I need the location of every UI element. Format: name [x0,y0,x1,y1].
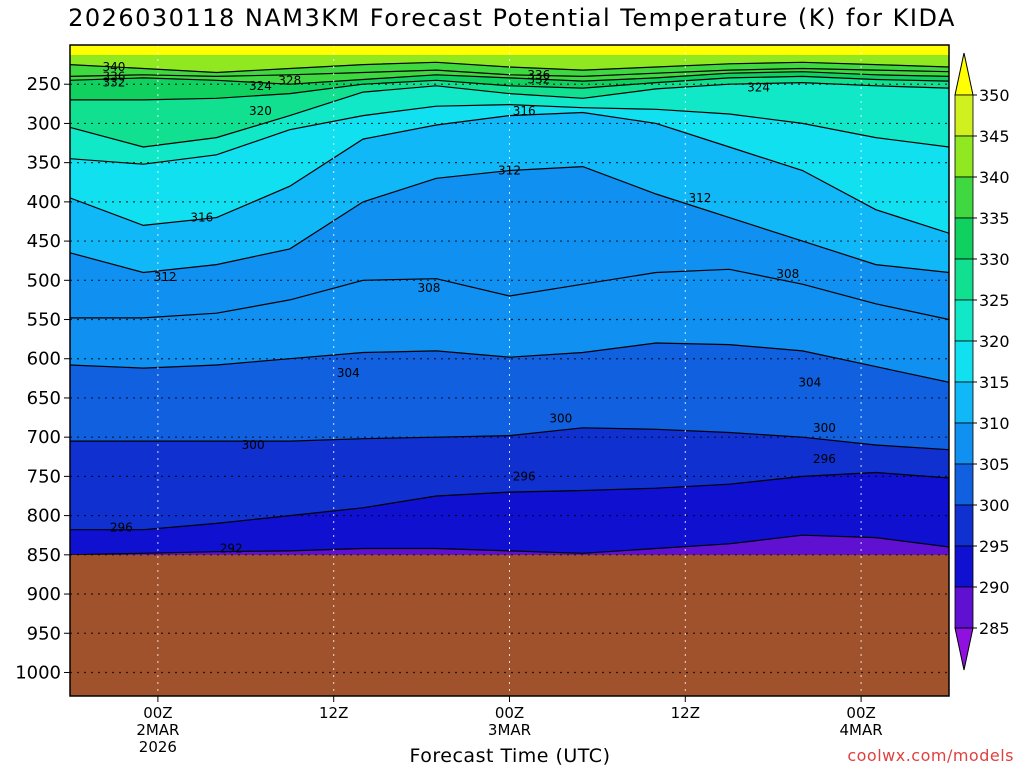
contour-label-300: 300 [242,438,265,452]
y-tick-label: 550 [27,310,61,331]
contour-label-304: 304 [337,366,360,380]
y-tick-label: 500 [27,270,61,291]
contour-label-308: 308 [417,281,440,295]
y-tick-label: 750 [27,466,61,487]
colorbar-segment [954,217,974,260]
colorbar: 350 345 340 335 330 325 320 315 310 305 300 295 290 2… [954,52,1010,671]
contour-label-328: 328 [278,73,301,87]
y-tick-label: 800 [27,506,61,527]
y-tick-label: 450 [27,231,61,252]
colorbar-tick-label: 350 [979,86,1010,105]
isentrope-312 [70,165,949,274]
y-tick-label: 600 [27,349,61,370]
isentrope-304 [70,342,949,383]
y-tick-label: 250 [27,74,61,95]
x-tick-label: 4MAR [840,721,883,739]
contour-label-304: 304 [798,375,821,389]
contour-label-316: 316 [513,104,536,118]
colorbar-tick-label: 325 [979,291,1010,310]
chart-title: 2026030118 NAM3KM Forecast Potential Tem… [68,4,956,32]
y-tick-label: 700 [27,427,61,448]
contour-label-308: 308 [776,267,799,281]
colorbar-tick-label: 340 [979,168,1010,187]
colorbar-tick-label: 305 [979,455,1010,474]
colorbar-tick-label: 330 [979,250,1010,269]
colorbar-segment [954,381,974,424]
colorbar-segment [954,463,974,506]
y-tick-label: 1000 [15,662,61,683]
contour-label-300: 300 [813,421,836,435]
colorbar-segment [954,176,974,219]
colorbar-segment [954,504,974,547]
contour-label-332: 332 [102,76,125,90]
isentrope-308 [70,268,949,321]
colorbar-tick-label: 285 [979,619,1010,638]
y-tick-label: 950 [27,623,61,644]
y-tick-label: 900 [27,584,61,605]
x-tick-label: 00Z [846,704,875,722]
credit-link[interactable]: coolwx.com/models [847,746,1014,765]
colorbar-tick-label: 290 [979,578,1010,597]
contour-label-312: 312 [498,163,521,177]
contour-label-336: 336 [102,69,125,83]
colorbar-tick-label: 335 [979,209,1010,228]
x-tick-label: 3MAR [488,721,531,739]
y-tick-label: 400 [27,192,61,213]
contour-label-336: 336 [527,68,550,82]
contour-label-292: 292 [220,542,243,556]
colorbar-tick-label: 300 [979,496,1010,515]
colorbar-segment [954,135,974,178]
contour-label-312: 312 [688,191,711,205]
contour-label-312: 312 [154,270,177,284]
y-tick-label: 850 [27,545,61,566]
colorbar-tick-label: 315 [979,373,1010,392]
x-tick-label: 12Z [319,704,348,722]
ground-fill [70,554,949,696]
contour-label-296: 296 [110,520,133,534]
colorbar-top-arrow [954,52,974,96]
colorbar-tick-label: 295 [979,537,1010,556]
x-tick-label: 00Z [495,704,524,722]
colorbar-tick-label: 310 [979,414,1010,433]
contour-label-296: 296 [813,452,836,466]
contour-label-320: 320 [249,104,272,118]
contour-label-340: 340 [102,60,125,74]
isentrope-324 [70,81,949,148]
colorbar-segment [954,586,974,629]
colorbar-segment [954,94,974,137]
contour-label-300: 300 [549,411,572,425]
isentrope-296 [70,471,949,531]
colorbar-tick-label: 345 [979,127,1010,146]
isentrope-328 [70,75,949,101]
y-tick-label: 650 [27,388,61,409]
contour-label-316: 316 [190,211,213,225]
colorbar-bottom-arrow [954,627,974,671]
colorbar-segment [954,340,974,383]
isentrope-320 [70,103,949,165]
colorbar-segment [954,422,974,465]
colorbar-segment [954,258,974,301]
ground-layer [70,554,949,696]
colorbar-segment [954,545,974,588]
isentrope-300 [70,427,949,451]
contour-label-296: 296 [513,469,536,483]
colorbar-segment [954,299,974,342]
isentrope-332 [70,71,949,85]
y-axis: 250 300 350 400 450 500 550 600 650 700 750 800 850 9… [15,74,70,683]
x-tick-label: 00Z [143,704,172,722]
y-tick-label: 350 [27,153,61,174]
x-tick-label: 2MAR [136,721,179,739]
x-axis-label: Forecast Time (UTC) [409,745,611,767]
x-tick-label: 12Z [671,704,700,722]
contour-label-332: 332 [527,73,550,87]
contour-label-324: 324 [747,80,770,94]
y-tick-label: 300 [27,113,61,134]
x-tick-label: 2026 [139,738,177,756]
colorbar-tick-label: 320 [979,332,1010,351]
contour-label-324: 324 [249,79,272,93]
theta-band-top [70,45,949,55]
